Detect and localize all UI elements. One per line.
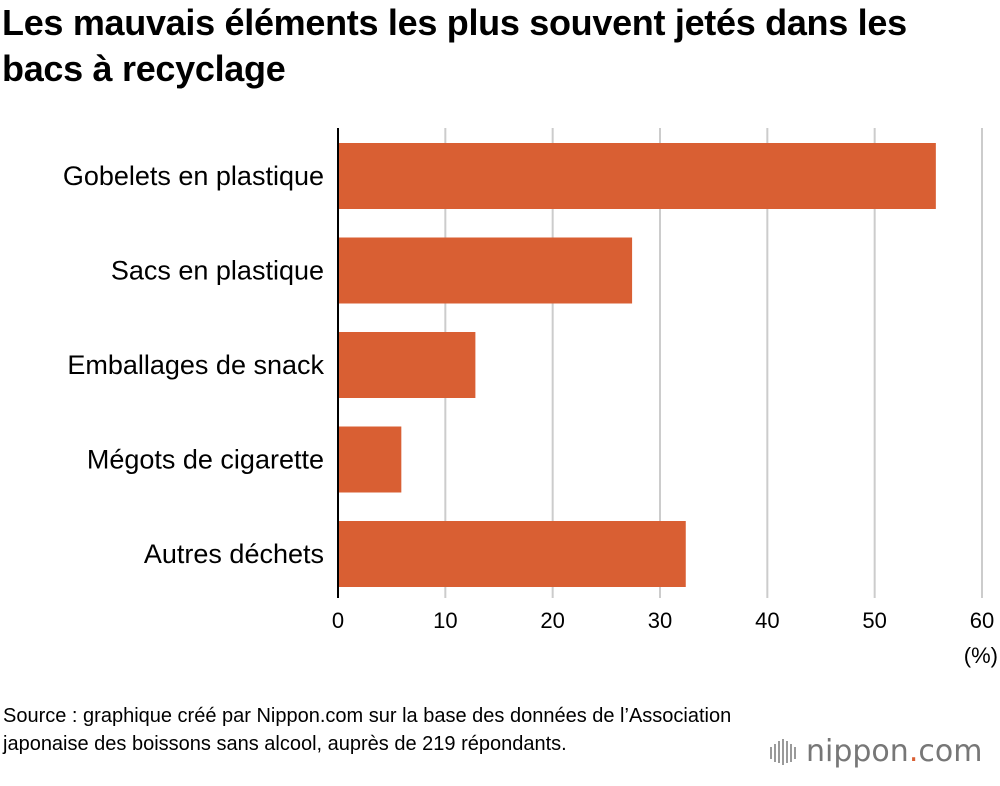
x-axis-unit: (%): [964, 643, 998, 668]
x-tick-label: 0: [332, 608, 344, 633]
logo-dot: .: [908, 734, 919, 769]
x-tick-label: 60: [970, 608, 994, 633]
bar: [338, 521, 686, 587]
x-tick-label: 40: [755, 608, 779, 633]
nippon-mark-icon: [770, 738, 796, 765]
x-tick-label: 30: [648, 608, 672, 633]
source-note: Source : graphique créé par Nippon.com s…: [3, 705, 732, 755]
chart-title: Les mauvais éléments les plus souvent je…: [2, 2, 907, 89]
category-label: Sacs en plastique: [111, 256, 324, 286]
bar-chart: Gobelets en plastique Sacs en plastique Em…: [63, 128, 998, 668]
x-tick-label: 10: [433, 608, 457, 633]
bar: [338, 332, 476, 398]
logo-tld: com: [918, 734, 983, 769]
bar: [338, 426, 402, 493]
category-label: Emballages de snack: [67, 350, 324, 380]
x-tick-label: 50: [862, 608, 886, 633]
bar: [338, 143, 936, 209]
nippon-logo: nippon. com: [770, 734, 982, 769]
logo-name: nippon: [806, 734, 909, 769]
category-label: Mégots de cigarette: [87, 445, 324, 475]
bar: [338, 237, 633, 304]
category-label: Gobelets en plastique: [63, 161, 324, 191]
x-tick-label: 20: [540, 608, 564, 633]
category-label: Autres déchets: [144, 539, 324, 569]
